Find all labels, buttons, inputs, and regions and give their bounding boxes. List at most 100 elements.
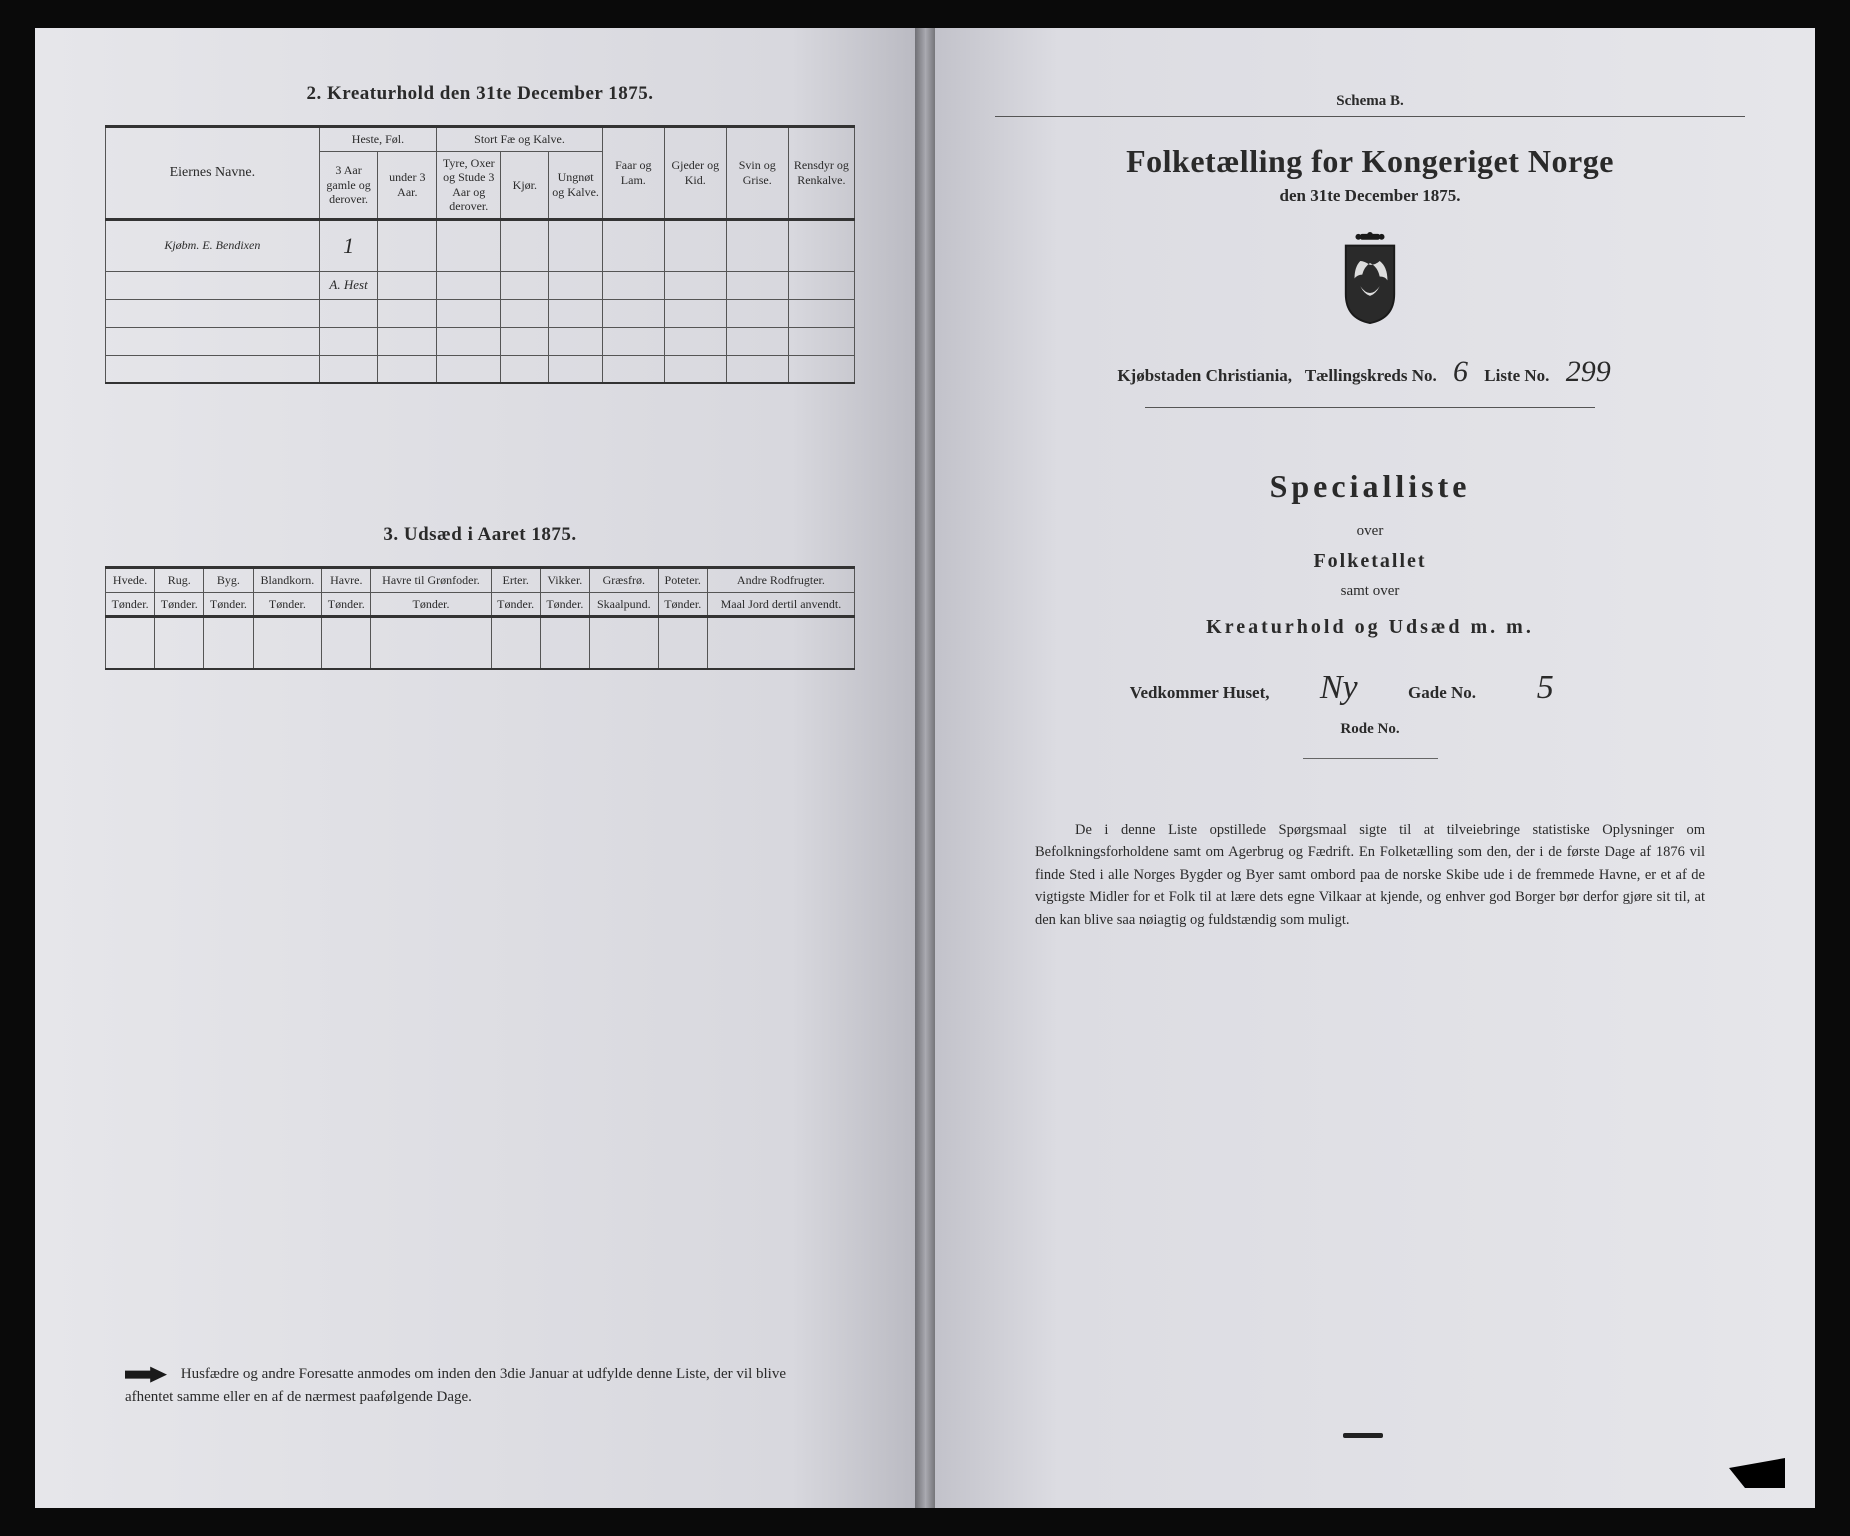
liste-label: Liste No. bbox=[1484, 366, 1549, 385]
ink-mark-icon bbox=[1343, 1433, 1383, 1438]
unit: Tønder. bbox=[540, 593, 589, 617]
note-hand: A. Hest bbox=[319, 271, 378, 299]
unit: Tønder. bbox=[322, 593, 371, 617]
samt-label: samt over bbox=[995, 583, 1745, 600]
left-page: 2. Kreaturhold den 31te December 1875. E… bbox=[35, 28, 925, 1508]
col-faar: Faar og Lam. bbox=[602, 127, 664, 220]
col-owner: Eiernes Navne. bbox=[106, 127, 320, 220]
col-hvede: Hvede. bbox=[106, 568, 155, 593]
cell bbox=[378, 299, 437, 327]
cell bbox=[549, 299, 602, 327]
kreds-no: 6 bbox=[1441, 355, 1480, 388]
unit: Maal Jord dertil anvendt. bbox=[707, 593, 854, 617]
cell bbox=[549, 355, 602, 383]
cell bbox=[437, 299, 501, 327]
cell bbox=[602, 219, 664, 271]
folketallet-label: Folketallet bbox=[995, 550, 1745, 573]
col-havre: Havre. bbox=[322, 568, 371, 593]
cell bbox=[437, 327, 501, 355]
cell bbox=[371, 617, 491, 669]
col-storfe-group: Stort Fæ og Kalve. bbox=[437, 127, 603, 152]
cell bbox=[589, 617, 658, 669]
cell bbox=[602, 327, 664, 355]
cell bbox=[319, 355, 378, 383]
cell bbox=[437, 355, 501, 383]
cell bbox=[602, 271, 664, 299]
cell bbox=[501, 355, 549, 383]
col-stor-c: Ungnøt og Kalve. bbox=[549, 152, 602, 220]
col-bland: Blandkorn. bbox=[253, 568, 322, 593]
cell bbox=[602, 299, 664, 327]
kreaturhold-label: Kreaturhold og Udsæd m. m. bbox=[995, 616, 1745, 639]
cell bbox=[204, 617, 253, 669]
col-graes: Græsfrø. bbox=[589, 568, 658, 593]
cell bbox=[540, 617, 589, 669]
unit: Tønder. bbox=[371, 593, 491, 617]
cell bbox=[726, 355, 788, 383]
val-heste: 1 bbox=[319, 219, 378, 271]
col-rug: Rug. bbox=[155, 568, 204, 593]
gade-label: Gade No. bbox=[1408, 683, 1476, 702]
coat-of-arms-icon bbox=[995, 232, 1745, 329]
cell bbox=[319, 327, 378, 355]
city-line: Kjøbstaden Christiania, Tællingskreds No… bbox=[995, 355, 1745, 389]
city-label-a: Kjøbstaden Christiania, bbox=[1117, 366, 1292, 385]
cell bbox=[378, 327, 437, 355]
unit: Tønder. bbox=[155, 593, 204, 617]
bottom-paragraph: De i denne Liste opstillede Spørgsmaal s… bbox=[995, 819, 1745, 931]
cell bbox=[437, 271, 501, 299]
cell bbox=[658, 617, 707, 669]
cell bbox=[319, 299, 378, 327]
cell bbox=[253, 617, 322, 669]
col-ren: Rensdyr og Renkalve. bbox=[788, 127, 854, 220]
unit: Tønder. bbox=[658, 593, 707, 617]
city-label-b: Tællingskreds No. bbox=[1305, 366, 1437, 385]
cell bbox=[664, 327, 726, 355]
col-heste-a: 3 Aar gamle og derover. bbox=[319, 152, 378, 220]
unit: Tønder. bbox=[106, 593, 155, 617]
section2-title: 2. Kreaturhold den 31te December 1875. bbox=[105, 83, 855, 105]
cell bbox=[726, 271, 788, 299]
section3-title: 3. Udsæd i Aaret 1875. bbox=[105, 524, 855, 546]
unit: Skaalpund. bbox=[589, 593, 658, 617]
cell bbox=[322, 617, 371, 669]
divider bbox=[1303, 758, 1438, 759]
footer-note: Husfædre og andre Foresatte anmodes om i… bbox=[125, 1363, 835, 1408]
cell bbox=[106, 617, 155, 669]
subdate: den 31te December 1875. bbox=[995, 186, 1745, 206]
gade-name: Ny bbox=[1274, 669, 1404, 707]
cell bbox=[788, 219, 854, 271]
divider bbox=[995, 116, 1745, 117]
rode-label: Rode No. bbox=[995, 721, 1745, 738]
cell bbox=[501, 271, 549, 299]
cell bbox=[788, 271, 854, 299]
schema-label: Schema B. bbox=[995, 93, 1745, 110]
cell bbox=[437, 219, 501, 271]
cell bbox=[726, 299, 788, 327]
pointing-hand-icon bbox=[125, 1365, 167, 1385]
cell bbox=[664, 299, 726, 327]
cell bbox=[155, 617, 204, 669]
vedk-label: Vedkommer Huset, bbox=[1130, 683, 1270, 702]
unit: Tønder. bbox=[204, 593, 253, 617]
cell bbox=[501, 299, 549, 327]
cell bbox=[378, 355, 437, 383]
cell bbox=[106, 355, 320, 383]
cell bbox=[788, 355, 854, 383]
col-stor-b: Kjør. bbox=[501, 152, 549, 220]
cell bbox=[491, 617, 540, 669]
col-stor-a: Tyre, Oxer og Stude 3 Aar og derover. bbox=[437, 152, 501, 220]
col-svin: Svin og Grise. bbox=[726, 127, 788, 220]
col-havregron: Havre til Grønfoder. bbox=[371, 568, 491, 593]
cell bbox=[549, 271, 602, 299]
cell bbox=[664, 219, 726, 271]
cell bbox=[664, 355, 726, 383]
col-poteter: Poteter. bbox=[658, 568, 707, 593]
over-label: over bbox=[995, 523, 1745, 540]
table-kreaturhold: Eiernes Navne. Heste, Føl. Stort Fæ og K… bbox=[105, 125, 855, 384]
cell bbox=[106, 327, 320, 355]
col-vikker: Vikker. bbox=[540, 568, 589, 593]
cell bbox=[106, 299, 320, 327]
cell bbox=[549, 327, 602, 355]
divider bbox=[1145, 407, 1595, 408]
